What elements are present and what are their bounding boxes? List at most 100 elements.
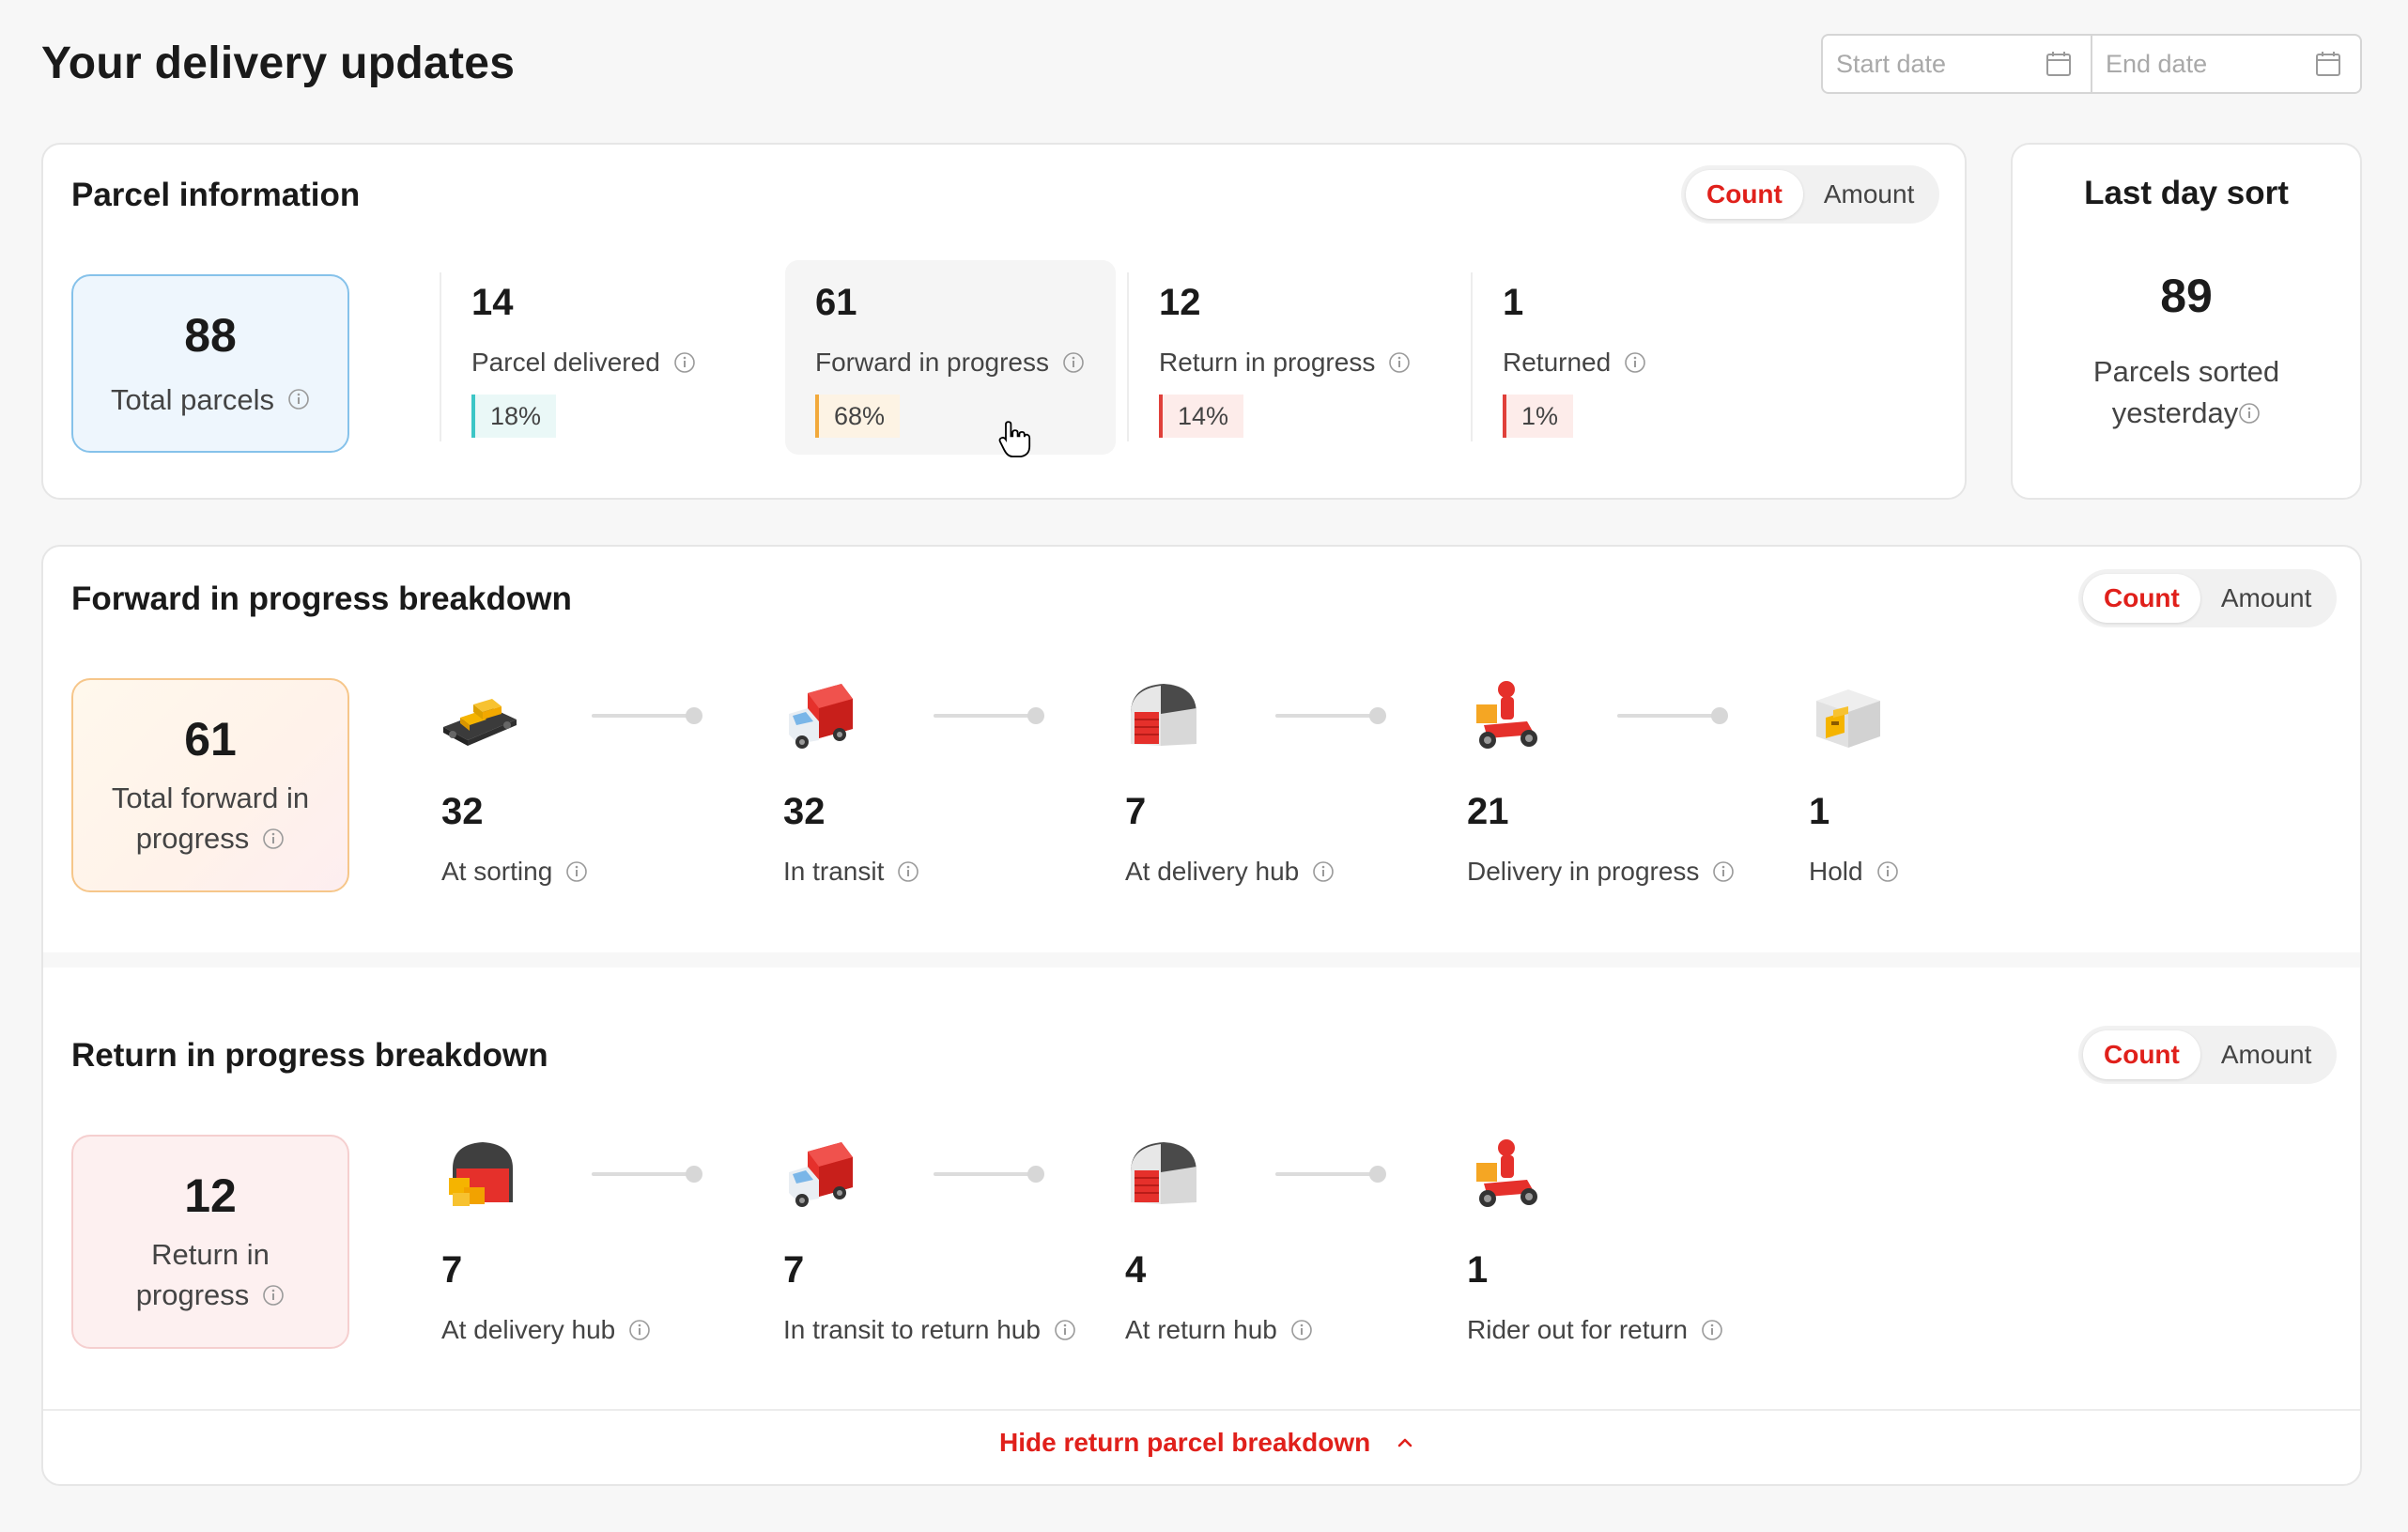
stat-value: 1 [1503, 282, 1524, 323]
last-day-sort-card: Last day sort 89 Parcels sorted yesterda… [2011, 143, 2362, 500]
info-icon[interactable] [262, 1284, 285, 1307]
stat-label: Return in progress [1159, 348, 1411, 378]
return-hub-icon [1123, 1135, 1204, 1215]
calendar-icon[interactable] [2044, 49, 2074, 79]
count-toggle-option[interactable]: Count [2083, 574, 2200, 623]
last-day-sort-value: 89 [2160, 270, 2213, 322]
info-icon[interactable] [1876, 860, 1899, 883]
total-parcels-value: 88 [184, 308, 237, 362]
stat-label: Forward in progress [815, 348, 1085, 378]
stat-percentage-badge: 18% [471, 395, 557, 438]
stat-label: Returned [1503, 348, 1646, 378]
step-label: In transit [783, 857, 919, 887]
info-icon[interactable] [565, 860, 588, 883]
count-toggle-option[interactable]: Count [1686, 170, 1803, 219]
info-icon[interactable] [1701, 1319, 1723, 1341]
step-label: At return hub [1125, 1315, 1313, 1345]
amount-toggle-option[interactable]: Amount [1823, 179, 1915, 209]
calendar-icon[interactable] [2313, 49, 2343, 79]
sorting-conveyor-icon [440, 676, 520, 757]
total-forward-label: Total forward in progress [111, 781, 310, 855]
info-icon[interactable] [1388, 351, 1411, 374]
info-icon[interactable] [1290, 1319, 1313, 1341]
step-connector [1617, 707, 1728, 724]
start-date-input[interactable]: Start date [1823, 36, 2091, 92]
step-value: 1 [1809, 791, 1830, 832]
stat-parcel-delivered[interactable]: 14 Parcel delivered 18% [441, 272, 772, 456]
step-connector [1275, 1166, 1386, 1183]
divider [440, 272, 441, 441]
total-return-box[interactable]: 12 Return in progress [71, 1135, 349, 1349]
delivery-hub-parcels-icon [440, 1135, 520, 1215]
stat-forward-in-progress[interactable]: 61 Forward in progress 68% [785, 260, 1116, 455]
count-amount-toggle[interactable]: Count Amount [2078, 569, 2338, 627]
chevron-up-icon [1397, 1438, 1412, 1447]
stat-value: 14 [471, 282, 514, 323]
step-value: 4 [1125, 1249, 1147, 1291]
count-amount-toggle[interactable]: Count Amount [1681, 165, 1940, 224]
last-day-sort-title: Last day sort [2084, 175, 2289, 211]
breakdown-card: Forward in progress breakdown Count Amou… [41, 545, 2362, 1486]
delivery-truck-icon [781, 1135, 862, 1215]
end-date-input[interactable]: End date [2091, 36, 2360, 92]
step-label: Delivery in progress [1467, 857, 1735, 887]
info-icon[interactable] [1054, 1319, 1076, 1341]
step-value: 32 [783, 791, 826, 832]
parcel-information-title: Parcel information [71, 177, 361, 213]
step-connector [1275, 707, 1386, 724]
stat-return-in-progress[interactable]: 12 Return in progress 14% [1129, 272, 1459, 456]
step-connector [592, 707, 702, 724]
info-icon[interactable] [1062, 351, 1085, 374]
divider [1471, 272, 1473, 441]
step-label: At delivery hub [1125, 857, 1335, 887]
amount-toggle-option[interactable]: Amount [2220, 1040, 2312, 1069]
stat-value: 61 [815, 282, 857, 323]
info-icon[interactable] [1624, 351, 1646, 374]
total-parcels-label: Total parcels [111, 379, 310, 420]
stat-value: 12 [1159, 282, 1201, 323]
start-date-placeholder: Start date [1836, 49, 1947, 78]
info-icon[interactable] [897, 860, 919, 883]
info-icon[interactable] [262, 828, 285, 850]
rider-scooter-icon [1465, 676, 1546, 757]
rider-scooter-icon [1465, 1135, 1546, 1215]
stat-returned[interactable]: 1 Returned 1% [1473, 272, 1803, 456]
info-icon[interactable] [673, 351, 696, 374]
step-connector [934, 707, 1044, 724]
stat-percentage-badge: 68% [815, 395, 901, 438]
date-range-picker[interactable]: Start date End date [1821, 34, 2362, 94]
info-icon[interactable] [2238, 402, 2261, 425]
info-icon[interactable] [1712, 860, 1735, 883]
delivery-truck-icon [781, 676, 862, 757]
info-icon[interactable] [628, 1319, 651, 1341]
hide-return-breakdown-link[interactable]: Hide return parcel breakdown [999, 1428, 1415, 1458]
end-date-placeholder: End date [2106, 49, 2208, 78]
stat-percentage-badge: 14% [1159, 395, 1244, 438]
stat-percentage-badge: 1% [1503, 395, 1574, 438]
footer-divider [43, 1409, 2360, 1411]
total-forward-value: 61 [184, 713, 237, 766]
total-forward-box[interactable]: 61 Total forward in progress [71, 678, 349, 892]
hide-return-breakdown-label: Hide return parcel breakdown [999, 1428, 1371, 1457]
step-label: Hold [1809, 857, 1899, 887]
divider [1127, 272, 1129, 441]
count-toggle-option[interactable]: Count [2083, 1030, 2200, 1079]
step-connector [592, 1166, 702, 1183]
hold-box-icon [1807, 676, 1888, 757]
stat-label: Parcel delivered [471, 348, 696, 378]
total-parcels-box[interactable]: 88 Total parcels [71, 274, 349, 453]
step-label: At sorting [441, 857, 588, 887]
step-value: 7 [1125, 791, 1147, 832]
step-value: 32 [441, 791, 484, 832]
step-value: 1 [1467, 1249, 1489, 1291]
step-label: At delivery hub [441, 1315, 651, 1345]
total-return-label: Return in progress [136, 1234, 286, 1315]
info-icon[interactable] [287, 388, 310, 410]
hand-cursor-icon [997, 421, 1031, 458]
step-label: In transit to return hub [783, 1315, 1076, 1345]
step-value: 21 [1467, 791, 1509, 832]
amount-toggle-option[interactable]: Amount [2220, 583, 2312, 612]
count-amount-toggle[interactable]: Count Amount [2078, 1026, 2338, 1084]
info-icon[interactable] [1312, 860, 1335, 883]
total-return-value: 12 [184, 1169, 237, 1222]
